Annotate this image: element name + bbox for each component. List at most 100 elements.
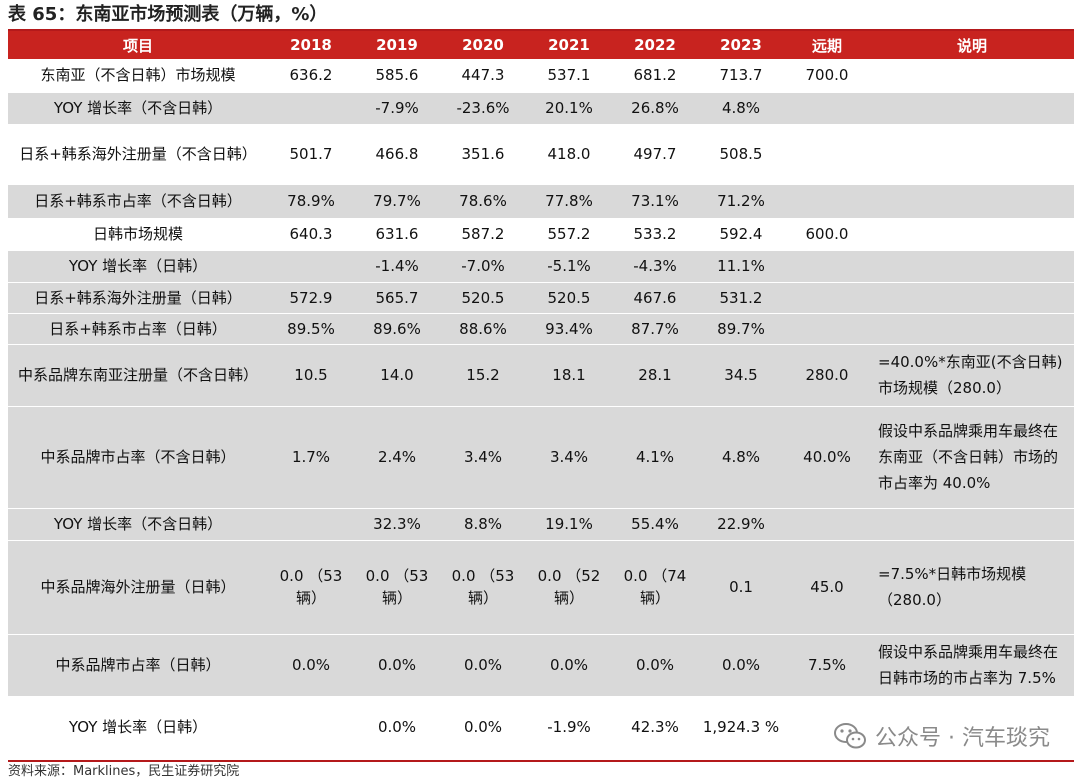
cell-2020: 0.0 （53 辆） [440,540,526,635]
cell-2018: 10.5 [268,344,354,407]
cell-2020: 351.6 [440,124,526,185]
cell-2023: 713.7 [698,59,784,93]
cell-2022: 497.7 [612,124,698,185]
cell-2021: 0.0 （52 辆） [526,540,612,635]
header-cell: 2023 [698,31,784,59]
cell-2020: -23.6% [440,92,526,125]
cell-2023: 0.0% [698,634,784,697]
cell-2018: 1.7% [268,406,354,509]
cell-2022: 42.3% [612,696,698,759]
cell-2022: 0.0 （74 辆） [612,540,698,635]
cell-longterm [784,92,870,125]
row-label: 中系品牌东南亚注册量（不含日韩） [8,344,268,407]
table-row: 东南亚（不含日韩）市场规模 636.2 585.6 447.3 537.1 68… [8,59,1074,93]
cell-2018 [268,250,354,283]
cell-2021: 19.1% [526,508,612,541]
table-row: YOY 增长率（日韩） -1.4% -7.0% -5.1% -4.3% 11.1… [8,250,1074,283]
cell-2023: 4.8% [698,406,784,509]
cell-2023: 0.1 [698,540,784,635]
cell-2020: 447.3 [440,59,526,93]
cell-2019: 0.0% [354,696,440,759]
cell-2019: 466.8 [354,124,440,185]
cell-2023: 71.2% [698,184,784,219]
cell-2019: -7.9% [354,92,440,125]
table-row: YOY 增长率（不含日韩） 32.3% 8.8% 19.1% 55.4% 22.… [8,508,1074,541]
cell-2022: 28.1 [612,344,698,407]
cell-2020: 8.8% [440,508,526,541]
cell-longterm [784,124,870,185]
table-row: 中系品牌市占率（不含日韩） 1.7% 2.4% 3.4% 3.4% 4.1% 4… [8,406,1074,509]
cell-longterm: 40.0% [784,406,870,509]
cell-longterm [784,184,870,219]
note-assumption-sea: 假设中系品牌乘用车最终在东南亚（不含日韩）市场的市占率为 40.0% [870,406,1074,509]
header-cell: 2022 [612,31,698,59]
cell-2018 [268,508,354,541]
cell-2019: 32.3% [354,508,440,541]
cell-2021: 537.1 [526,59,612,93]
row-label: YOY 增长率（不含日韩） [8,92,268,125]
cell-note [870,508,1074,541]
cell-2020: -7.0% [440,250,526,283]
cell-2023: 89.7% [698,313,784,345]
cell-2021: -5.1% [526,250,612,283]
cell-2019: 0.0 （53 辆） [354,540,440,635]
cell-2019: 631.6 [354,218,440,251]
table-row: YOY 增长率（不含日韩） -7.9% -23.6% 20.1% 26.8% 4… [8,92,1074,125]
cell-2022: 4.1% [612,406,698,509]
cell-2022: 681.2 [612,59,698,93]
cell-2018: 89.5% [268,313,354,345]
cell-2022: 87.7% [612,313,698,345]
title-divider [8,29,1074,31]
cell-2021: 3.4% [526,406,612,509]
row-label: 日系+韩系市占率（日韩） [8,313,268,345]
cell-longterm: 280.0 [784,344,870,407]
cell-2020: 88.6% [440,313,526,345]
cell-longterm [784,250,870,283]
cell-2022: 73.1% [612,184,698,219]
cell-2023: 4.8% [698,92,784,125]
cell-2018 [268,696,354,759]
header-cell: 2020 [440,31,526,59]
forecast-table: 项目 2018 2019 2020 2021 2022 2023 远期 说明 东… [8,31,1074,759]
header-cell: 2021 [526,31,612,59]
cell-2020: 587.2 [440,218,526,251]
row-label: 中系品牌市占率（不含日韩） [8,406,268,509]
cell-longterm: 7.5% [784,634,870,697]
cell-longterm: 700.0 [784,59,870,93]
row-label: YOY 增长率（日韩） [8,696,268,759]
row-label: 日系+韩系海外注册量（日韩） [8,282,268,314]
table-row: 日系+韩系市占率（不含日韩） 78.9% 79.7% 78.6% 77.8% 7… [8,184,1074,219]
cell-2021: 20.1% [526,92,612,125]
cell-longterm [784,282,870,314]
header-cell: 远期 [784,31,870,59]
cell-2023: 11.1% [698,250,784,283]
note-formula-jk: =7.5%*日韩市场规模（280.0） [870,540,1074,635]
cell-2019: -1.4% [354,250,440,283]
header-cell: 2018 [268,31,354,59]
row-label: 日系+韩系海外注册量（不含日韩） [8,124,268,185]
cell-2020: 520.5 [440,282,526,314]
cell-2019: 0.0% [354,634,440,697]
cell-note [870,250,1074,283]
cell-2019: 565.7 [354,282,440,314]
cell-2020: 0.0% [440,696,526,759]
row-label: 中系品牌海外注册量（日韩） [8,540,268,635]
watermark-text: 公众号 · 汽车琰究 [875,726,1050,751]
cell-2022: -4.3% [612,250,698,283]
cell-2023: 592.4 [698,218,784,251]
cell-2021: 418.0 [526,124,612,185]
header-cell: 说明 [870,31,1074,59]
table-row: 日系+韩系海外注册量（日韩） 572.9 565.7 520.5 520.5 4… [8,282,1074,314]
note-formula-sea: =40.0%*东南亚(不含日韩)市场规模（280.0） [870,344,1074,407]
cell-2023: 531.2 [698,282,784,314]
cell-2023: 1,924.3 % [698,696,784,759]
cell-2018: 0.0 （53 辆） [268,540,354,635]
cell-2018: 572.9 [268,282,354,314]
cell-2021: 0.0% [526,634,612,697]
cell-longterm [784,313,870,345]
cell-2020: 15.2 [440,344,526,407]
cell-2020: 0.0% [440,634,526,697]
cell-longterm [784,508,870,541]
cell-2021: 77.8% [526,184,612,219]
cell-longterm: 600.0 [784,218,870,251]
